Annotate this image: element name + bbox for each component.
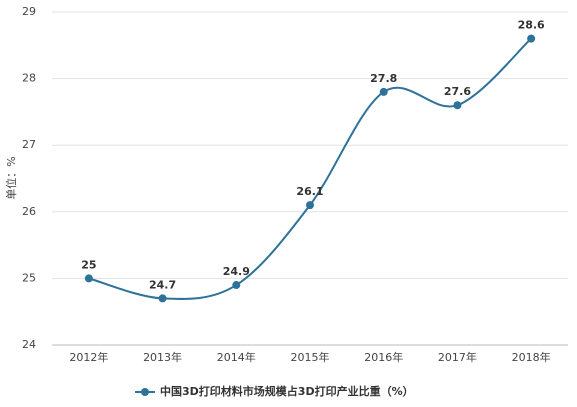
- x-tick-label: 2014年: [217, 350, 256, 364]
- data-point: [306, 201, 314, 210]
- data-point: [158, 294, 167, 303]
- data-label: 26.1: [296, 185, 323, 198]
- data-label: 24.7: [149, 278, 176, 291]
- data-label: 27.6: [444, 85, 471, 98]
- x-tick-label: 2012年: [69, 350, 108, 364]
- y-tick-label: 27: [22, 138, 36, 151]
- x-tick-label: 2017年: [438, 350, 477, 364]
- y-tick-label: 24: [22, 338, 36, 351]
- y-tick-label: 29: [22, 5, 36, 18]
- x-tick-label: 2015年: [291, 350, 330, 364]
- data-point: [84, 274, 93, 283]
- data-label: 24.9: [223, 265, 250, 278]
- data-label: 25: [81, 258, 96, 271]
- data-label: 27.8: [370, 72, 397, 85]
- data-point: [379, 87, 388, 96]
- legend-marker: [141, 388, 149, 396]
- x-tick-label: 2018年: [512, 350, 551, 364]
- data-point: [232, 281, 241, 290]
- y-tick-label: 26: [22, 205, 36, 218]
- x-tick-label: 2013年: [143, 350, 182, 364]
- data-point: [453, 101, 462, 110]
- series-line: [88, 37, 532, 300]
- data-label: 28.6: [518, 19, 545, 32]
- legend-label: 中国3D打印材料市场规模占3D打印产业比重（%）: [160, 384, 414, 398]
- y-axis-label: 单位：%: [4, 156, 18, 199]
- y-tick-label: 25: [22, 271, 36, 284]
- x-tick-label: 2016年: [364, 350, 403, 364]
- data-point: [527, 34, 536, 43]
- y-tick-label: 28: [22, 72, 36, 85]
